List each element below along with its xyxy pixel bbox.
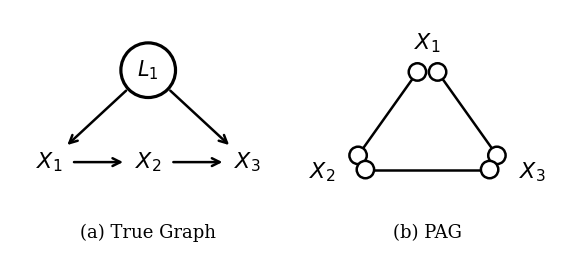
Text: (b) PAG: (b) PAG — [393, 224, 462, 242]
Text: $X_3$: $X_3$ — [519, 160, 546, 184]
Text: (a) True Graph: (a) True Graph — [80, 223, 216, 242]
Text: $X_2$: $X_2$ — [309, 160, 336, 184]
Circle shape — [488, 147, 506, 164]
Text: $X_2$: $X_2$ — [135, 150, 161, 174]
Circle shape — [481, 161, 498, 178]
Circle shape — [349, 147, 367, 164]
Text: $L_1$: $L_1$ — [137, 58, 159, 82]
Circle shape — [429, 63, 446, 81]
Text: $X_1$: $X_1$ — [35, 150, 62, 174]
Text: $X_1$: $X_1$ — [414, 32, 441, 55]
Circle shape — [409, 63, 426, 81]
Circle shape — [357, 161, 374, 178]
Text: $X_3$: $X_3$ — [234, 150, 261, 174]
